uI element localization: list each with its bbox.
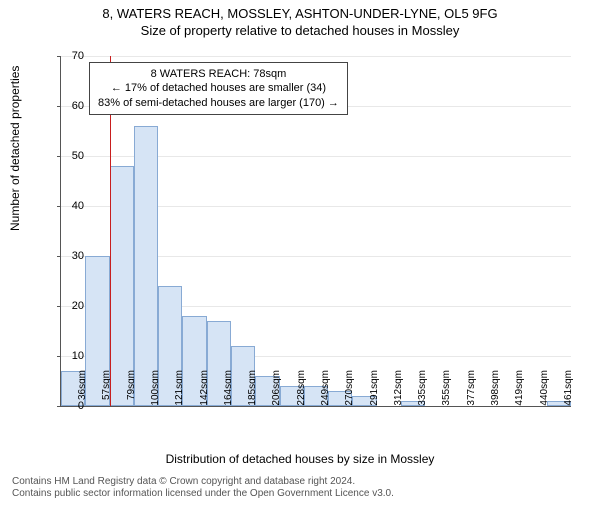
xtick-label: 461sqm	[563, 370, 574, 410]
footer-line1: Contains HM Land Registry data © Crown c…	[12, 476, 394, 488]
ytick-label: 0	[54, 400, 84, 412]
xtick-label: 335sqm	[417, 370, 428, 410]
footer-line2: Contains public sector information licen…	[12, 488, 394, 500]
x-axis-label: Distribution of detached houses by size …	[0, 452, 600, 466]
y-axis-label: Number of detached properties	[8, 66, 22, 231]
ytick-label: 10	[54, 350, 84, 362]
page-title-line1: 8, WATERS REACH, MOSSLEY, ASHTON-UNDER-L…	[0, 6, 600, 21]
xtick-label: 419sqm	[514, 370, 525, 410]
page-title-line2: Size of property relative to detached ho…	[0, 23, 600, 38]
xtick-label: 291sqm	[369, 370, 380, 410]
xtick-label: 398sqm	[490, 370, 501, 410]
grid-line	[61, 56, 571, 57]
xtick-label: 377sqm	[466, 370, 477, 410]
annotation-line2: ← 17% of detached houses are smaller (34…	[98, 81, 339, 95]
annotation-line1: 8 WATERS REACH: 78sqm	[98, 67, 339, 81]
histogram-bar	[134, 126, 158, 406]
ytick-label: 40	[54, 200, 84, 212]
ytick-label: 70	[54, 50, 84, 62]
plot-area: 36sqm57sqm79sqm100sqm121sqm142sqm164sqm1…	[60, 56, 571, 407]
footer-attribution: Contains HM Land Registry data © Crown c…	[12, 476, 394, 500]
ytick-label: 60	[54, 100, 84, 112]
annotation-line3: 83% of semi-detached houses are larger (…	[98, 96, 339, 110]
chart-area: 36sqm57sqm79sqm100sqm121sqm142sqm164sqm1…	[60, 56, 570, 406]
ytick-label: 20	[54, 300, 84, 312]
ytick-label: 30	[54, 250, 84, 262]
ytick-label: 50	[54, 150, 84, 162]
xtick-label: 355sqm	[441, 370, 452, 410]
annotation-box: 8 WATERS REACH: 78sqm← 17% of detached h…	[89, 62, 348, 115]
